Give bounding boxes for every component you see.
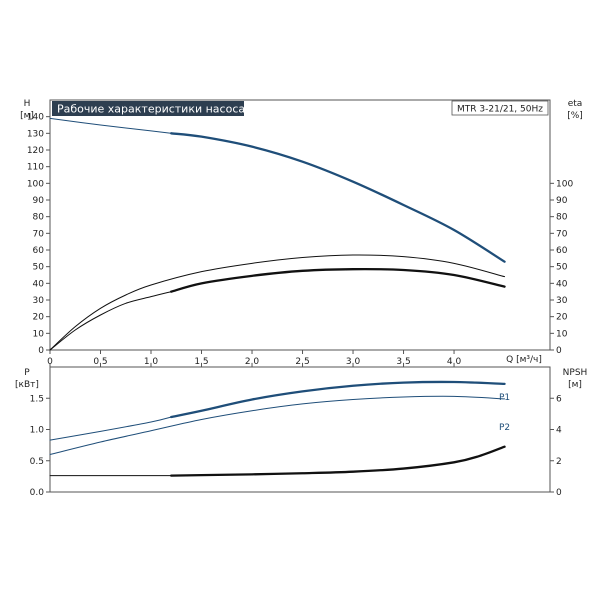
series-label-p2: P2 bbox=[499, 423, 510, 433]
y2-axis-label-eta: eta bbox=[568, 99, 583, 109]
y-tick-label: 120 bbox=[27, 146, 44, 156]
top-h-bold-curve-1 bbox=[170, 132, 506, 263]
y-tick-label: 110 bbox=[27, 163, 44, 173]
y2-axis-unit-npsh: [м] bbox=[568, 380, 582, 390]
bottom-p2-thin-curve-2 bbox=[49, 395, 506, 455]
y-axis-label-p: P bbox=[24, 368, 30, 378]
p-tick-label: 0.5 bbox=[30, 457, 44, 467]
y2-axis-unit-eta: [%] bbox=[567, 111, 583, 121]
y-tick-label: 20 bbox=[33, 313, 45, 323]
bottom-npsh-bold-curve-4 bbox=[170, 445, 506, 477]
top-eta-thin-curve-3 bbox=[49, 291, 172, 351]
top-plot-frame bbox=[49, 99, 551, 351]
p-tick-label: 1.0 bbox=[30, 426, 45, 436]
npsh-tick-label: 0 bbox=[556, 488, 562, 498]
y2-tick-label: 80 bbox=[556, 213, 568, 223]
y-tick-label: 80 bbox=[33, 213, 45, 223]
y-tick-label: 40 bbox=[33, 279, 45, 289]
y-tick-label: 60 bbox=[33, 246, 45, 256]
x-tick-label: 3.0 bbox=[346, 357, 361, 367]
npsh-tick-label: 2 bbox=[556, 457, 562, 467]
y-tick-label: 0 bbox=[38, 346, 44, 356]
x-tick-label: 2.0 bbox=[245, 357, 260, 367]
chart-title: Рабочие характеристики насоса bbox=[57, 103, 245, 116]
y-axis-label-h: H bbox=[24, 99, 31, 109]
bottom-axis-ticks: 0.0 0.5 1.0 1.5 0 2 4 6 bbox=[30, 363, 562, 498]
x-tick-label: 3.5 bbox=[396, 357, 410, 367]
top-eta-bold-curve-4 bbox=[170, 267, 506, 293]
y2-tick-label: 90 bbox=[556, 196, 568, 206]
x-tick-label: 4.0 bbox=[447, 357, 462, 367]
series-label-p1: P1 bbox=[499, 393, 510, 403]
x-tick-label: 2.5 bbox=[295, 357, 309, 367]
p-tick-label: 1.5 bbox=[30, 394, 44, 404]
y2-tick-label: 40 bbox=[556, 279, 568, 289]
y2-tick-label: 50 bbox=[556, 263, 568, 273]
title-box bbox=[52, 101, 244, 116]
y2-tick-label: 0 bbox=[556, 346, 562, 356]
x-tick-label: 0 bbox=[47, 357, 53, 367]
y2-tick-label: 60 bbox=[556, 246, 568, 256]
top-eta-thin-curve-2 bbox=[49, 254, 506, 351]
y-tick-label: 30 bbox=[33, 296, 45, 306]
x-tick-label: 1.5 bbox=[194, 357, 208, 367]
x-tick-label: 1.0 bbox=[144, 357, 159, 367]
y2-tick-label: 100 bbox=[556, 179, 573, 189]
bottom-p1-bold-curve-1 bbox=[170, 380, 506, 419]
y-tick-label: 70 bbox=[33, 229, 45, 239]
y-tick-label: 140 bbox=[27, 113, 44, 123]
model-label: MTR 3-21/21, 50Hz bbox=[457, 105, 543, 115]
y-tick-label: 90 bbox=[33, 196, 45, 206]
top-panel: Рабочие характеристики насоса MTR 3-21/2… bbox=[20, 99, 583, 367]
y2-axis-label-npsh: NPSH bbox=[563, 368, 588, 378]
y-tick-label: 10 bbox=[33, 329, 45, 339]
y-tick-label: 100 bbox=[27, 179, 44, 189]
y2-tick-label: 30 bbox=[556, 296, 568, 306]
y-tick-label: 50 bbox=[33, 263, 45, 273]
top-h-thin-curve-0 bbox=[49, 117, 172, 134]
y2-tick-label: 20 bbox=[556, 313, 568, 323]
npsh-tick-label: 4 bbox=[556, 426, 562, 436]
y-tick-label: 130 bbox=[27, 129, 44, 139]
y2-tick-label: 70 bbox=[556, 229, 568, 239]
bottom-curves bbox=[49, 380, 506, 477]
x-axis-label: Q [м³/ч] bbox=[506, 355, 542, 365]
npsh-tick-label: 6 bbox=[556, 394, 562, 404]
model-label-box bbox=[451, 100, 549, 116]
top-axis-ticks: 0 0.5 1.0 1.5 2.0 2.5 3.0 3.5 4.0 0 10 20 30 40 50 60 70… bbox=[27, 113, 574, 367]
y2-tick-label: 10 bbox=[556, 329, 568, 339]
top-curves bbox=[49, 117, 506, 351]
y-axis-unit-h: [м] bbox=[20, 111, 34, 121]
p-tick-label: 0.0 bbox=[30, 488, 45, 498]
y-axis-unit-p: [кВт] bbox=[15, 380, 39, 390]
bottom-panel: P [кВт] NPSH [м] P1 P2 0.0 0.5 1.0 1.5 0 2 4 6 bbox=[15, 363, 587, 498]
bottom-p1-thin-curve-0 bbox=[49, 416, 172, 441]
x-tick-label: 0.5 bbox=[93, 357, 107, 367]
